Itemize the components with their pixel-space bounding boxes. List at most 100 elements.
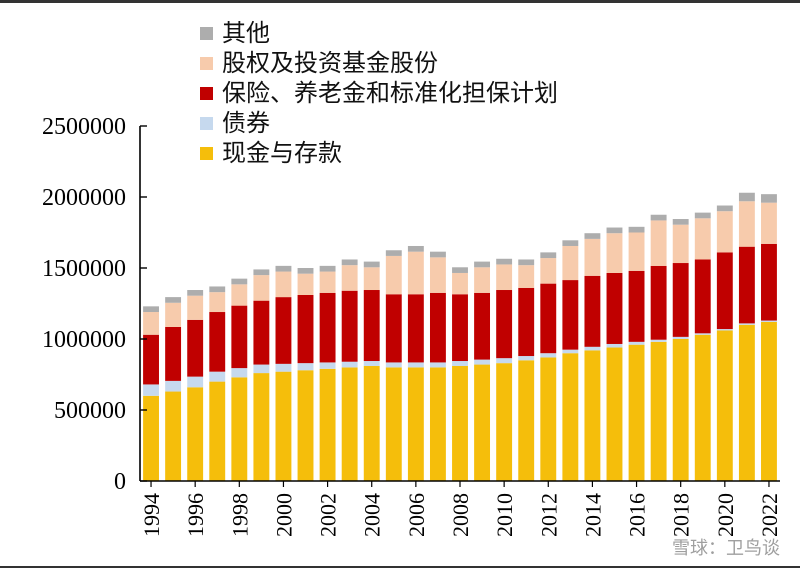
bar-segment [187,295,204,320]
bar-segment [452,365,468,481]
bar-segment [253,275,270,301]
legend-swatch [200,116,213,130]
bar-segment [628,341,645,345]
bar-segment [187,387,204,481]
bar-segment [341,259,358,266]
bar-segment [429,367,446,481]
bar-segment [319,362,336,369]
legend-label: 债券 [222,109,270,137]
bar-segment [496,264,513,291]
legend-item-insurance: 保险、养老金和标准化担保计划 [200,78,558,108]
bar-segment [738,324,755,481]
bar-segment [231,284,248,306]
bar-segment [187,376,204,388]
bar-segment [275,371,292,481]
bar-segment [143,306,159,313]
y-tick-label: 2000000 [42,185,126,211]
bar-segment [650,220,667,266]
bar-segment [143,334,159,385]
bar-segment [672,263,689,337]
bar-segment [341,361,358,368]
x-tick-label: 1994 [139,493,164,537]
bar-segment [518,287,535,357]
bar-segment [650,339,667,342]
bar-segment [341,265,358,291]
bar-segment [716,330,733,481]
x-tick-label: 2022 [757,493,782,537]
bar-segment [165,380,182,392]
bar-segment [650,265,667,340]
x-tick-label: 2016 [625,493,650,537]
bar-segment [407,294,424,363]
bar-segment [275,363,292,372]
legend-item-equity: 股权及投资基金股份 [200,48,558,78]
bar-segment [363,361,380,366]
legend-swatch [200,86,213,100]
x-tick-label: 2010 [492,493,517,537]
bar-segment [429,257,446,293]
bar-segment [628,226,645,233]
bar-segment [275,297,292,364]
bar-segment [716,211,733,253]
bar-segment [452,267,468,273]
bar-segment [738,246,755,324]
bar-segment [540,258,557,284]
bar-segment [518,360,535,481]
bar-segment [496,258,513,265]
bar-segment [606,233,623,273]
legend-item-bonds: 债券 [200,108,558,138]
bar-segment [474,292,491,360]
legend-swatch [200,146,213,160]
bar-segment [518,259,535,266]
bar-segment [143,395,159,481]
bar-segment [628,344,645,481]
legend-label: 现金与存款 [222,139,342,167]
bar-segment [231,305,248,369]
bar-segment [650,341,667,481]
bar-segment [716,205,733,212]
bar-segment [341,290,358,362]
bar-segment [209,312,226,372]
watermark: 雪球：卫鸟谈 [672,538,780,559]
bar-segment [452,361,468,366]
bar-segment [738,192,755,202]
legend-swatch [200,26,213,40]
bar-segment [672,339,689,481]
bar-segment [672,219,689,225]
legend-swatch [200,56,213,70]
bar-segment [540,353,557,358]
x-tick-label: 1996 [183,493,208,537]
bar-segment [385,255,402,295]
bar-segment [275,265,292,272]
bar-segment [297,273,314,295]
bar-segment [187,319,204,377]
x-tick-label: 2014 [580,493,605,537]
bar-segment [385,367,402,481]
bar-segment [407,251,424,295]
bar-segment [231,377,248,481]
bar-segment [584,238,601,276]
x-tick-label: 2018 [669,493,694,537]
bar-segment [650,214,667,221]
bar-segment [165,302,182,327]
bar-segment [584,346,601,351]
bar-segment [165,297,182,303]
bar-segment [297,370,314,481]
bar-segment [584,275,601,347]
bar-segment [385,250,402,256]
legend-label: 其他 [222,19,270,47]
bar-segment [761,243,777,321]
x-tick-label: 2002 [316,493,341,537]
x-tick-label: 2020 [713,493,738,537]
bar-segment [209,371,226,382]
bar-segment [716,329,733,331]
bar-segment [407,367,424,481]
y-tick-label: 1000000 [42,327,126,353]
bar-segment [209,286,226,293]
bar-segment [341,367,358,481]
x-tick-label: 2000 [271,493,296,537]
bar-segment [694,334,711,481]
legend-item-other: 其他 [200,18,558,48]
bar-segment [694,259,711,334]
